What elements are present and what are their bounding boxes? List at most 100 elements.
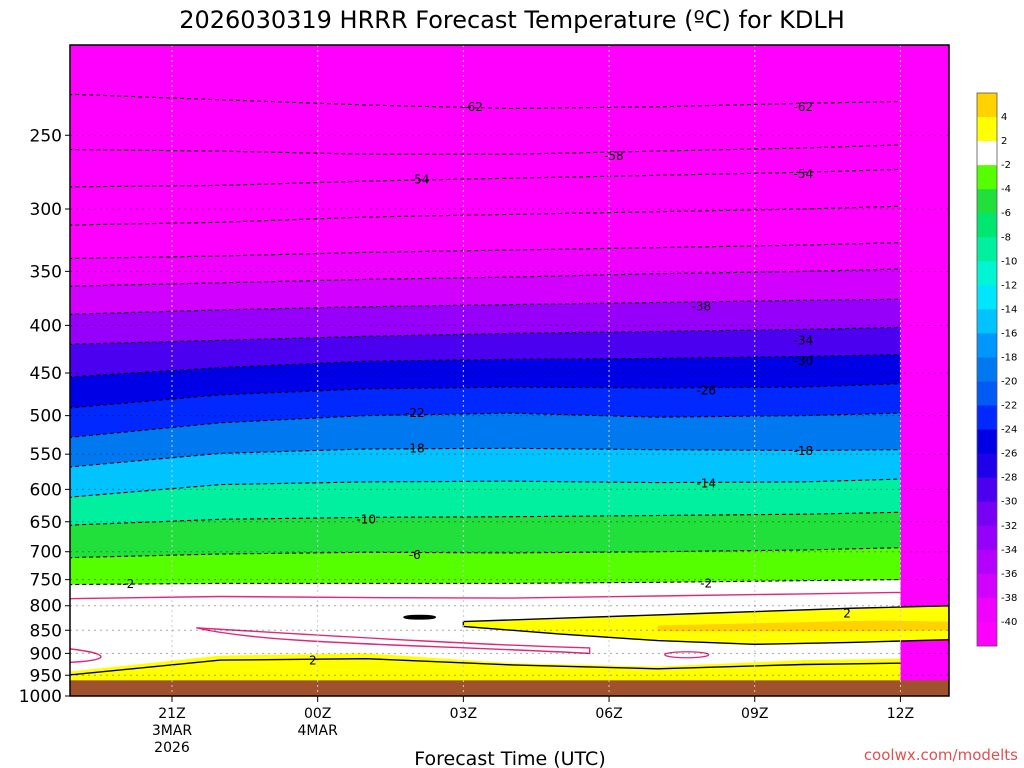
colorbar-swatch	[977, 573, 997, 599]
temp-band	[70, 144, 901, 187]
contour-label: -6	[409, 548, 421, 562]
x-tick-label: 09Z	[741, 706, 768, 722]
contour-label: -18	[794, 444, 814, 458]
contour-label: -10	[356, 512, 376, 526]
y-tick-label: 350	[30, 262, 62, 282]
y-tick-label: 1000	[19, 687, 62, 707]
colorbar-swatch	[977, 309, 997, 334]
credit-text: coolwx.com/modelts	[864, 746, 1018, 764]
temp-band	[70, 299, 901, 345]
colorbar-swatch	[977, 117, 997, 142]
colorbar-swatch	[977, 429, 997, 455]
colorbar-label: -38	[1001, 593, 1017, 604]
temp-band	[70, 206, 901, 259]
contour-label-text: -54	[794, 167, 814, 181]
y-tick-label: 450	[30, 364, 62, 384]
x-tick-label: 00Z	[304, 706, 331, 722]
colorbar-swatch	[977, 501, 997, 527]
x-tick-label: 4MAR	[298, 723, 339, 739]
isotherm-line	[70, 412, 901, 438]
contour-label-text: -38	[692, 300, 712, 314]
colorbar-swatch	[977, 549, 997, 575]
contour-label: -54	[410, 173, 430, 187]
contour-label: -18	[405, 441, 425, 455]
colorbar-label: -40	[1001, 617, 1017, 628]
contour-label: -26	[696, 384, 716, 398]
contour-label-text: -18	[794, 444, 814, 458]
temp-band	[70, 327, 901, 378]
colorbar-swatch	[977, 261, 997, 286]
band-warm-nose-core	[657, 620, 949, 632]
contour-label: -2	[700, 576, 712, 590]
isotherm-line	[70, 242, 901, 260]
colorbar-swatch	[977, 141, 997, 166]
colorbar-label: -20	[1001, 377, 1017, 388]
contour-label: -58	[604, 149, 624, 163]
temp-band	[70, 512, 901, 558]
colorbar-swatch	[977, 597, 997, 623]
contour-label-text: -6	[409, 548, 421, 562]
contour-label: 2	[309, 654, 317, 668]
temp-band	[70, 354, 901, 408]
colorbar-swatch	[977, 213, 997, 238]
contour-label-text: -2	[700, 576, 712, 590]
colorbar-swatch	[977, 621, 997, 647]
temp-band	[70, 448, 901, 498]
y-tick-label: 950	[30, 666, 62, 686]
y-tick-label: 700	[30, 543, 62, 563]
colorbar-label: -18	[1001, 352, 1017, 363]
y-tick-label: 650	[30, 513, 62, 533]
isotherm-line	[70, 354, 901, 378]
colorbar-label: -12	[1001, 280, 1017, 291]
colorbar-swatch	[977, 477, 997, 503]
isotherm-line	[70, 205, 901, 226]
isotherm-line	[70, 268, 901, 287]
temp-band	[70, 169, 901, 226]
colorbar-label: -16	[1001, 328, 1017, 339]
isotherm-line	[70, 298, 901, 315]
colorbar: 4 2 -2 -4 -6 -8 -10 -12 -14 -16 -18 -20 -22 -24 -26 -28…	[976, 92, 1017, 647]
isotherm-line	[70, 447, 901, 468]
freezing-line	[70, 591, 901, 600]
contour-label-text: -62	[463, 100, 483, 114]
isotherm-line	[70, 326, 901, 345]
colorbar-label: -32	[1001, 521, 1017, 532]
colorbar-swatch	[977, 93, 997, 118]
chart-title: 2026030319 HRRR Forecast Temperature (ºC…	[179, 6, 845, 34]
contour-label-text: 2	[309, 654, 317, 668]
temp-band	[70, 269, 901, 315]
temp-band	[70, 547, 901, 585]
temp-band	[70, 479, 901, 526]
gridlines	[70, 45, 949, 696]
y-tick-label: 400	[30, 316, 62, 336]
colorbar-swatch	[977, 165, 997, 190]
contour-label-text: -58	[604, 149, 624, 163]
x-axis-label: Forecast Time (UTC)	[414, 748, 605, 768]
colorbar-swatch	[977, 237, 997, 262]
contour-label-text: -26	[696, 384, 716, 398]
ground	[70, 680, 949, 696]
x-tick-label: 3MAR	[152, 723, 193, 739]
temp-band	[70, 45, 901, 109]
contour-label-text: -14	[696, 476, 716, 490]
colorbar-label: -6	[1001, 208, 1011, 219]
y-tick-label: 550	[30, 445, 62, 465]
y-tick-label: 750	[30, 571, 62, 591]
colorbar-label: -22	[1001, 401, 1017, 412]
contour-label: -54	[794, 167, 814, 181]
y-tick-label: 800	[30, 597, 62, 617]
x-tick-label: 2026	[154, 740, 190, 756]
colorbar-label: -30	[1001, 497, 1017, 508]
colorbar-swatch	[977, 333, 997, 358]
colorbar-swatch	[977, 453, 997, 479]
colorbar-swatch	[977, 525, 997, 551]
y-tick-label: 300	[30, 200, 62, 220]
isotherm-line	[70, 547, 901, 559]
isotherm-line	[70, 168, 901, 188]
contour-label-text: -34	[794, 333, 814, 347]
x-tick-label: 12Z	[887, 706, 914, 722]
contour-lines	[70, 93, 949, 676]
contour-label: 2	[843, 606, 851, 620]
y-tick-label: 250	[30, 126, 62, 146]
